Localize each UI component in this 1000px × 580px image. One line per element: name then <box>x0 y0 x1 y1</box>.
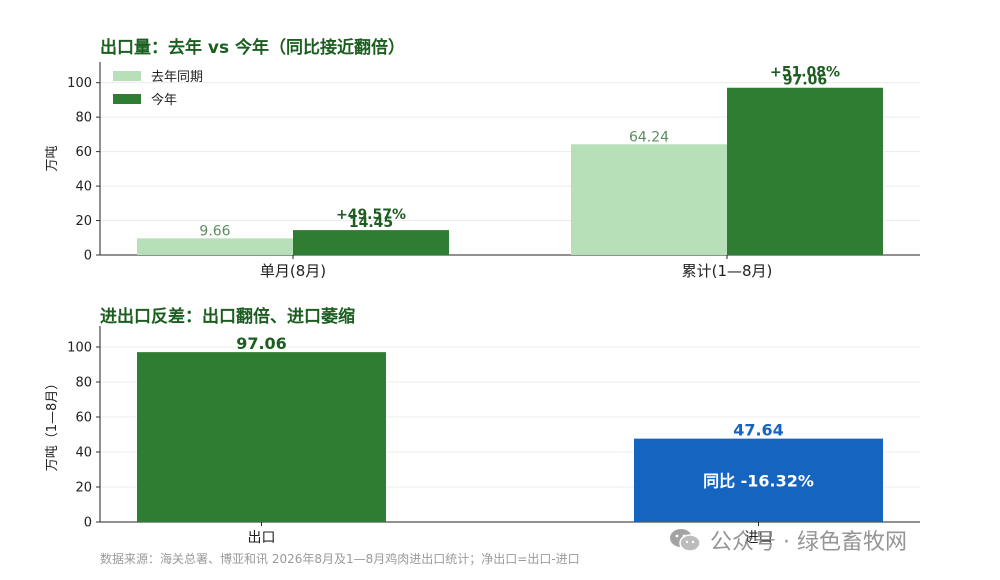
bottom-ytick-label: 100 <box>67 341 92 356</box>
source-note: 数据来源：海关总署、博亚和讯 2026年8月及1—8月鸡肉进出口统计；净出口=出… <box>100 552 580 566</box>
bottom-ytick-label: 40 <box>75 446 92 461</box>
bottom-ytick-label: 60 <box>75 411 92 426</box>
data-label-last-year: 64.24 <box>629 129 669 145</box>
x-tick-label: 累计(1—8月) <box>682 262 773 280</box>
top-chart: 0 20 40 60 80 100 万吨 9.66 14.45+49.57% 单月(8月) 64.2… <box>45 62 920 280</box>
legend-label-this-year: 今年 <box>151 92 177 108</box>
bottom-chart-title: 进出口反差：出口翻倍、进口萎缩 <box>100 307 355 327</box>
bar-import <box>634 438 883 522</box>
top-ytick-label: 40 <box>75 180 92 195</box>
wechat-icon <box>668 526 702 554</box>
data-label-export: 97.06 <box>236 334 287 353</box>
top-ytick-label: 80 <box>75 111 92 126</box>
bottom-ytick-label: 20 <box>75 481 92 496</box>
top-ytick-label: 20 <box>75 214 92 229</box>
legend-swatch-last-year <box>113 71 141 81</box>
watermark: 公众号 · 绿色畜牧网 <box>668 525 907 555</box>
top-ytick-label: 0 <box>84 249 92 264</box>
bottom-ytick-label: 80 <box>75 376 92 391</box>
yoy-annotation: +51.08% <box>770 65 840 81</box>
data-label-this-year: 14.45 <box>349 215 393 231</box>
bottom-ytick-label: 0 <box>84 516 92 531</box>
bar-last-year <box>571 144 727 255</box>
x-tick-label: 出口 <box>248 530 276 546</box>
top-chart-title: 出口量：去年 vs 今年（同比接近翻倍） <box>100 38 406 58</box>
bar-export <box>137 352 386 522</box>
x-tick-label: 进口 <box>745 530 773 546</box>
yoy-annotation: +49.57% <box>336 207 406 223</box>
import-yoy-annotation: 同比 -16.32% <box>703 471 814 490</box>
x-tick-label: 单月(8月) <box>260 262 326 280</box>
legend-swatch-this-year <box>113 94 141 104</box>
top-ytick-label: 100 <box>67 76 92 91</box>
bottom-chart: 0 20 40 60 80 100 万吨（1—8月） 97.06 出口 47.64 进口 同比 -16… <box>45 326 920 546</box>
data-label-last-year: 9.66 <box>199 223 230 239</box>
watermark-text: 公众号 · 绿色畜牧网 <box>710 530 907 555</box>
top-ytick-label: 60 <box>75 145 92 160</box>
bar-this-year <box>293 230 449 255</box>
top-y-axis-label: 万吨 <box>45 145 60 171</box>
bar-this-year <box>727 87 883 256</box>
bar-last-year <box>137 238 293 255</box>
data-label-import: 47.64 <box>733 421 784 440</box>
data-label-this-year: 97.06 <box>783 73 827 89</box>
bottom-y-axis-label: 万吨（1—8月） <box>45 377 60 472</box>
legend-label-last-year: 去年同期 <box>151 70 203 85</box>
